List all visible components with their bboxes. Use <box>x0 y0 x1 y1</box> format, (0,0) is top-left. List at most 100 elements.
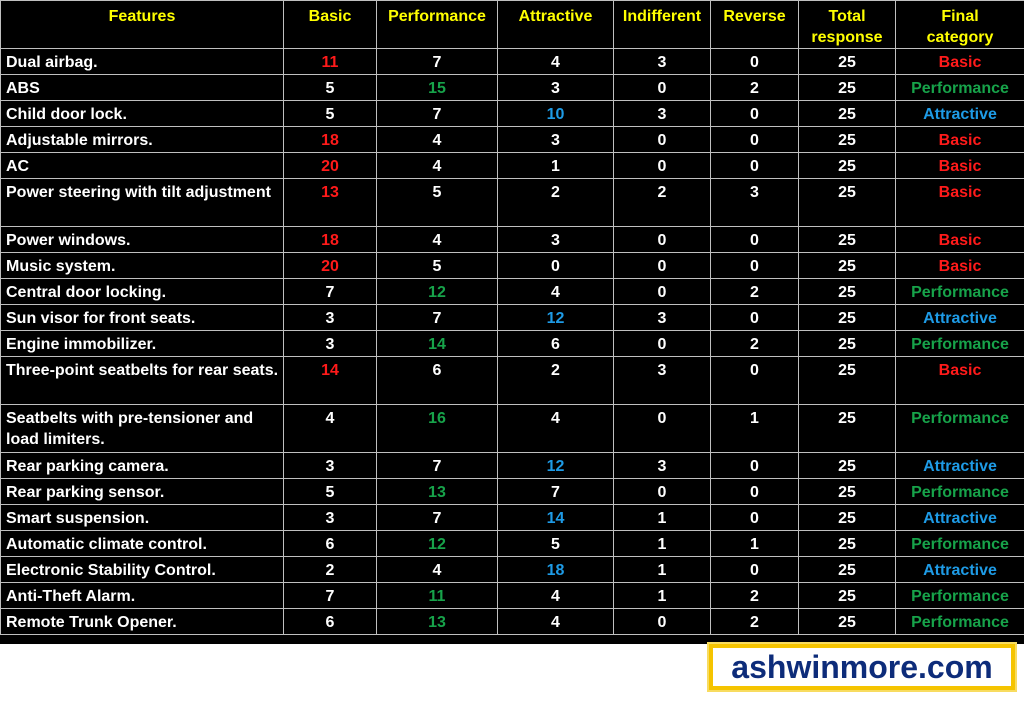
reverse-cell: 0 <box>710 48 799 75</box>
table-row: Remote Trunk Opener. 6 13 4 0 2 25 Performance <box>0 608 1024 635</box>
reverse-cell: 2 <box>710 330 799 357</box>
col-header-features: Features <box>0 0 284 49</box>
table-row: Electronic Stability Control. 2 4 18 1 0 25 Att… <box>0 556 1024 583</box>
performance-cell: 6 <box>376 356 498 405</box>
performance-cell: 5 <box>376 252 498 279</box>
table-row: Smart suspension. 3 7 14 1 0 25 Attractive <box>0 504 1024 531</box>
reverse-cell: 0 <box>710 100 799 127</box>
reverse-cell: 2 <box>710 582 799 609</box>
feature-cell: Seatbelts with pre-tensioner and load li… <box>0 404 284 453</box>
feature-cell: Anti-Theft Alarm. <box>0 582 284 609</box>
final-category-cell: Performance <box>895 582 1024 609</box>
header-line: category <box>926 29 994 46</box>
final-category-cell: Basic <box>895 178 1024 227</box>
feature-cell: Power windows. <box>0 226 284 253</box>
feature-cell: Three-point seatbelts for rear seats. <box>0 356 284 405</box>
table-row: Adjustable mirrors. 18 4 3 0 0 25 Basic <box>0 126 1024 153</box>
attractive-cell: 1 <box>497 152 614 179</box>
header-line: Final <box>941 8 979 25</box>
basic-cell: 3 <box>283 452 377 479</box>
performance-cell: 4 <box>376 226 498 253</box>
indifferent-cell: 3 <box>613 100 711 127</box>
attractive-cell: 2 <box>497 356 614 405</box>
indifferent-cell: 1 <box>613 556 711 583</box>
basic-cell: 6 <box>283 530 377 557</box>
final-category-cell: Basic <box>895 126 1024 153</box>
indifferent-cell: 3 <box>613 48 711 75</box>
indifferent-cell: 0 <box>613 608 711 635</box>
total-cell: 25 <box>798 252 896 279</box>
attractive-cell: 3 <box>497 74 614 101</box>
feature-cell: Music system. <box>0 252 284 279</box>
basic-cell: 4 <box>283 404 377 453</box>
indifferent-cell: 1 <box>613 530 711 557</box>
total-cell: 25 <box>798 100 896 127</box>
reverse-cell: 0 <box>710 252 799 279</box>
feature-cell: Central door locking. <box>0 278 284 305</box>
final-category-cell: Performance <box>895 608 1024 635</box>
total-cell: 25 <box>798 356 896 405</box>
final-category-cell: Basic <box>895 226 1024 253</box>
col-header-basic: Basic <box>283 0 377 49</box>
reverse-cell: 0 <box>710 452 799 479</box>
attractive-cell: 3 <box>497 226 614 253</box>
final-category-cell: Basic <box>895 356 1024 405</box>
total-cell: 25 <box>798 504 896 531</box>
performance-cell: 13 <box>376 478 498 505</box>
col-header-reverse: Reverse <box>710 0 799 49</box>
performance-cell: 11 <box>376 582 498 609</box>
feature-cell: Dual airbag. <box>0 48 284 75</box>
basic-cell: 3 <box>283 330 377 357</box>
final-category-cell: Performance <box>895 74 1024 101</box>
total-cell: 25 <box>798 608 896 635</box>
reverse-cell: 0 <box>710 152 799 179</box>
header-line: response <box>811 29 883 46</box>
feature-cell: Automatic climate control. <box>0 530 284 557</box>
performance-cell: 4 <box>376 126 498 153</box>
header-row: Features Basic Performance Attractive In… <box>0 0 1024 49</box>
basic-cell: 14 <box>283 356 377 405</box>
feature-cell: Sun visor for front seats. <box>0 304 284 331</box>
total-cell: 25 <box>798 74 896 101</box>
attractive-cell: 7 <box>497 478 614 505</box>
indifferent-cell: 0 <box>613 278 711 305</box>
basic-cell: 18 <box>283 126 377 153</box>
reverse-cell: 0 <box>710 478 799 505</box>
basic-cell: 13 <box>283 178 377 227</box>
total-cell: 25 <box>798 278 896 305</box>
final-category-cell: Attractive <box>895 304 1024 331</box>
performance-cell: 14 <box>376 330 498 357</box>
final-category-cell: Basic <box>895 152 1024 179</box>
table-row: Sun visor for front seats. 3 7 12 3 0 25 Attrac… <box>0 304 1024 331</box>
indifferent-cell: 0 <box>613 404 711 453</box>
reverse-cell: 0 <box>710 504 799 531</box>
final-category-cell: Performance <box>895 330 1024 357</box>
table-row: Music system. 20 5 0 0 0 25 Basic <box>0 252 1024 279</box>
basic-cell: 5 <box>283 478 377 505</box>
total-cell: 25 <box>798 330 896 357</box>
performance-cell: 12 <box>376 530 498 557</box>
basic-cell: 18 <box>283 226 377 253</box>
performance-cell: 12 <box>376 278 498 305</box>
final-category-cell: Basic <box>895 48 1024 75</box>
total-cell: 25 <box>798 530 896 557</box>
attractive-cell: 4 <box>497 48 614 75</box>
performance-cell: 13 <box>376 608 498 635</box>
attractive-cell: 4 <box>497 404 614 453</box>
final-category-cell: Attractive <box>895 100 1024 127</box>
watermark-logo: ashwinmore.com <box>709 644 1015 690</box>
feature-cell: Child door lock. <box>0 100 284 127</box>
total-cell: 25 <box>798 304 896 331</box>
attractive-cell: 12 <box>497 452 614 479</box>
total-cell: 25 <box>798 226 896 253</box>
reverse-cell: 1 <box>710 404 799 453</box>
final-category-cell: Performance <box>895 478 1024 505</box>
indifferent-cell: 0 <box>613 152 711 179</box>
feature-cell: Engine immobilizer. <box>0 330 284 357</box>
performance-cell: 5 <box>376 178 498 227</box>
performance-cell: 7 <box>376 304 498 331</box>
basic-cell: 6 <box>283 608 377 635</box>
reverse-cell: 2 <box>710 608 799 635</box>
indifferent-cell: 3 <box>613 356 711 405</box>
reverse-cell: 0 <box>710 304 799 331</box>
